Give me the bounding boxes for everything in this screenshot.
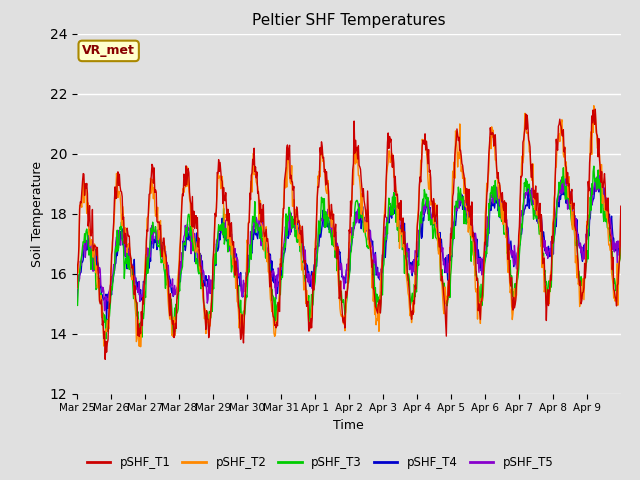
pSHF_T3 [590,163,598,169]
Line: pSHF_T1: pSHF_T1 [77,109,621,360]
pSHF_T4 [617,233,625,239]
pSHF_T4 [73,295,81,300]
pSHF_T3 [264,254,272,260]
pSHF_T4 [264,253,272,259]
pSHF_T5 [138,293,145,299]
Line: pSHF_T5: pSHF_T5 [77,170,621,311]
pSHF_T2 [617,207,625,213]
Title: Peltier SHF Temperatures: Peltier SHF Temperatures [252,13,445,28]
pSHF_T3 [102,336,109,342]
pSHF_T2 [590,103,598,108]
pSHF_T1 [73,285,81,290]
Y-axis label: Soil Temperature: Soil Temperature [31,161,44,266]
pSHF_T4 [436,229,444,235]
pSHF_T3 [237,315,245,321]
pSHF_T5 [100,308,108,313]
pSHF_T5 [237,288,245,294]
pSHF_T4 [138,297,145,303]
pSHF_T2 [285,161,292,167]
pSHF_T2 [73,285,81,291]
pSHF_T1 [237,334,245,339]
pSHF_T1 [406,290,413,296]
pSHF_T1 [591,106,599,112]
Line: pSHF_T3: pSHF_T3 [77,166,621,339]
pSHF_T4 [591,176,599,182]
pSHF_T3 [617,245,625,251]
pSHF_T4 [237,288,245,293]
pSHF_T4 [285,233,292,239]
pSHF_T5 [264,254,272,260]
pSHF_T3 [285,204,292,210]
pSHF_T2 [264,269,272,275]
X-axis label: Time: Time [333,419,364,432]
Line: pSHF_T2: pSHF_T2 [77,106,621,347]
pSHF_T2 [237,333,245,339]
pSHF_T1 [101,357,109,362]
pSHF_T2 [436,259,444,264]
pSHF_T5 [73,298,81,303]
pSHF_T4 [103,319,111,324]
pSHF_T5 [595,168,603,173]
pSHF_T5 [406,267,413,273]
pSHF_T4 [406,261,413,267]
pSHF_T3 [406,278,413,284]
Text: VR_met: VR_met [82,44,135,58]
pSHF_T3 [436,252,444,257]
pSHF_T5 [617,234,625,240]
pSHF_T1 [285,147,292,153]
pSHF_T5 [285,209,292,215]
pSHF_T2 [138,333,145,338]
pSHF_T1 [138,309,145,314]
pSHF_T5 [436,245,444,251]
pSHF_T2 [406,304,413,310]
Line: pSHF_T4: pSHF_T4 [77,179,621,322]
pSHF_T1 [436,235,444,241]
pSHF_T3 [138,319,145,324]
pSHF_T3 [73,300,81,305]
pSHF_T1 [617,204,625,209]
pSHF_T1 [264,242,272,248]
pSHF_T2 [137,344,145,349]
Legend: pSHF_T1, pSHF_T2, pSHF_T3, pSHF_T4, pSHF_T5: pSHF_T1, pSHF_T2, pSHF_T3, pSHF_T4, pSHF… [82,452,558,474]
